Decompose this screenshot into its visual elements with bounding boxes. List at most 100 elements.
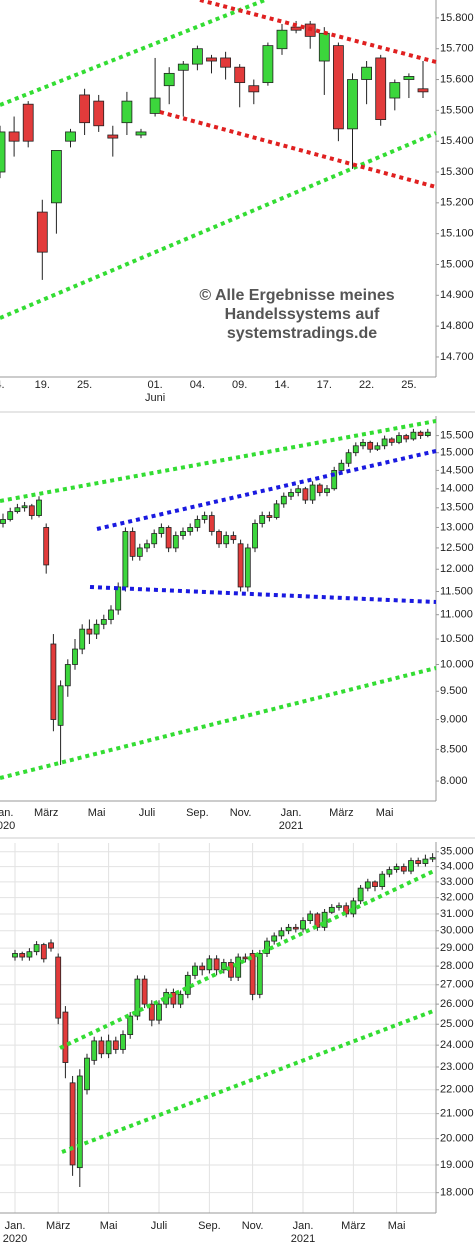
candle-body — [389, 82, 401, 99]
x-tick-label: Jan. — [0, 807, 13, 819]
candle-body — [388, 438, 395, 443]
candle-body — [249, 953, 256, 995]
candle-body — [285, 926, 292, 932]
candle-body — [318, 32, 330, 62]
candle-body — [115, 586, 122, 611]
candle-body — [345, 452, 352, 464]
candle-body — [158, 527, 165, 534]
candle-body — [7, 511, 14, 520]
x-tick-label: 4. — [0, 379, 5, 391]
candle-body — [234, 66, 246, 84]
x-tick-label: Mai — [100, 1220, 118, 1232]
x-tick-label: Jan. — [293, 1220, 314, 1232]
candle-body — [72, 648, 78, 665]
candle-body — [43, 527, 50, 566]
candle-body — [172, 535, 179, 549]
candle-body — [26, 951, 33, 958]
x-tick-label: 25. — [77, 379, 92, 391]
candles — [0, 20, 436, 1187]
candle-body — [307, 913, 314, 921]
trend-line — [159, 110, 437, 189]
candle-body — [65, 131, 76, 142]
x-tick-sublabel: 2020 — [0, 820, 15, 832]
watermark: systemstradings.de — [227, 325, 377, 342]
candle-body — [259, 515, 266, 524]
candle-body — [136, 547, 143, 557]
candle-body — [165, 527, 172, 549]
candle-body — [51, 150, 62, 204]
candle-body — [28, 505, 35, 516]
y-tick-label: 22.000 — [440, 1084, 474, 1096]
candle-body — [19, 953, 26, 958]
candle-body — [148, 1003, 155, 1021]
candle-body — [129, 531, 136, 557]
y-tick-label: 12.000 — [440, 563, 474, 575]
y-tick-label: 14.700 — [440, 351, 474, 363]
candle-body — [338, 462, 345, 471]
candle-body — [266, 515, 273, 518]
y-tick-label: 25.000 — [440, 1018, 474, 1030]
y-tick-label: 14.800 — [440, 320, 474, 332]
candle-body — [121, 100, 133, 124]
candle-body — [223, 535, 230, 545]
x-tick-label: 14. — [274, 379, 289, 391]
candle-body — [429, 857, 436, 860]
candle-body — [79, 94, 90, 124]
candle-body — [48, 942, 54, 949]
candle-body — [33, 944, 40, 953]
candle-body — [93, 623, 100, 635]
candle-body — [79, 628, 86, 650]
candle-body — [194, 519, 201, 528]
y-tick-label: 15.500 — [440, 429, 474, 441]
candle-body — [393, 866, 400, 871]
candle-body — [262, 45, 274, 84]
candle-body — [0, 131, 6, 173]
x-tick-sublabel: 2021 — [279, 820, 303, 832]
candle-body — [417, 431, 424, 436]
candle-body — [422, 858, 429, 864]
y-tick-label: 26.000 — [440, 998, 474, 1010]
x-tick-sublabel: 2021 — [291, 1233, 315, 1245]
y-tick-label: 29.000 — [440, 942, 474, 954]
y-tick-label: 15.400 — [440, 135, 474, 147]
candle-body — [302, 488, 309, 501]
x-tick-label: Nov. — [242, 1220, 264, 1232]
candle-body — [57, 685, 64, 726]
candle-body — [374, 445, 381, 450]
x-tick-sublabel: 2020 — [3, 1233, 27, 1245]
x-tick-label: März — [34, 807, 58, 819]
candle-body — [350, 900, 357, 915]
candle-body — [295, 488, 302, 493]
candle-body — [410, 431, 417, 440]
candle-body — [248, 85, 260, 93]
y-tick-label: 31.000 — [440, 908, 474, 920]
y-tick-label: 27.000 — [440, 979, 474, 991]
grid-layer: 14.700 14.800 14.900 15.000 15.100 15.200 15.3… — [0, 12, 474, 1245]
candle-body — [316, 484, 323, 493]
candle-body — [163, 72, 175, 87]
candle-body — [403, 76, 415, 80]
candle-body — [127, 1015, 134, 1035]
y-tick-label: 9.500 — [440, 685, 468, 697]
candle-body — [192, 965, 198, 976]
candle-body — [50, 643, 57, 720]
candle-body — [276, 29, 288, 50]
y-tick-label: 15.800 — [440, 12, 474, 24]
x-tick-label: Sep. — [198, 1220, 221, 1232]
x-tick-label: März — [341, 1220, 365, 1232]
y-tick-label: 24.000 — [440, 1039, 474, 1051]
y-tick-label: 11.000 — [440, 609, 473, 621]
candle-body — [357, 887, 364, 902]
candle-body — [91, 1040, 98, 1061]
candle-body — [62, 1011, 69, 1063]
candle-body — [324, 488, 330, 493]
candle-body — [220, 57, 232, 68]
candle-body — [332, 45, 344, 130]
candle-body — [86, 628, 93, 635]
candle-body — [0, 519, 6, 524]
candle-body — [309, 484, 316, 501]
x-tick-label: Jan. — [5, 1220, 26, 1232]
y-tick-label: 15.300 — [440, 166, 474, 178]
candle-body — [105, 1040, 112, 1055]
